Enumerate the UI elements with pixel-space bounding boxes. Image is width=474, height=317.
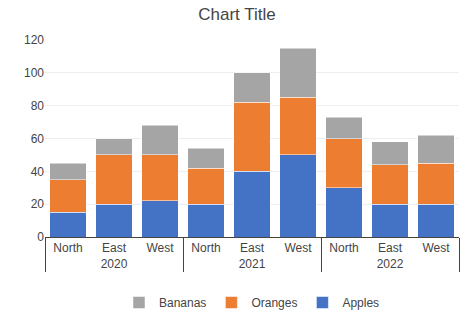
svg-text:North: North <box>53 241 82 255</box>
svg-text:North: North <box>191 241 220 255</box>
svg-text:Apples: Apples <box>342 296 379 310</box>
svg-text:Oranges: Oranges <box>251 296 297 310</box>
svg-text:80: 80 <box>31 99 45 113</box>
svg-text:20: 20 <box>31 197 45 211</box>
svg-text:2020: 2020 <box>101 257 128 271</box>
svg-text:West: West <box>146 241 174 255</box>
svg-text:100: 100 <box>24 66 44 80</box>
svg-text:North: North <box>329 241 358 255</box>
svg-text:2021: 2021 <box>239 257 266 271</box>
svg-text:0: 0 <box>37 230 44 244</box>
svg-text:Chart Title: Chart Title <box>198 5 275 24</box>
svg-text:2022: 2022 <box>377 257 404 271</box>
svg-text:East: East <box>240 241 265 255</box>
svg-text:60: 60 <box>31 132 45 146</box>
svg-text:120: 120 <box>24 33 44 47</box>
svg-text:East: East <box>378 241 403 255</box>
svg-text:40: 40 <box>31 165 45 179</box>
svg-text:West: West <box>422 241 450 255</box>
svg-text:East: East <box>102 241 127 255</box>
svg-text:Bananas: Bananas <box>159 296 206 310</box>
svg-text:West: West <box>284 241 312 255</box>
